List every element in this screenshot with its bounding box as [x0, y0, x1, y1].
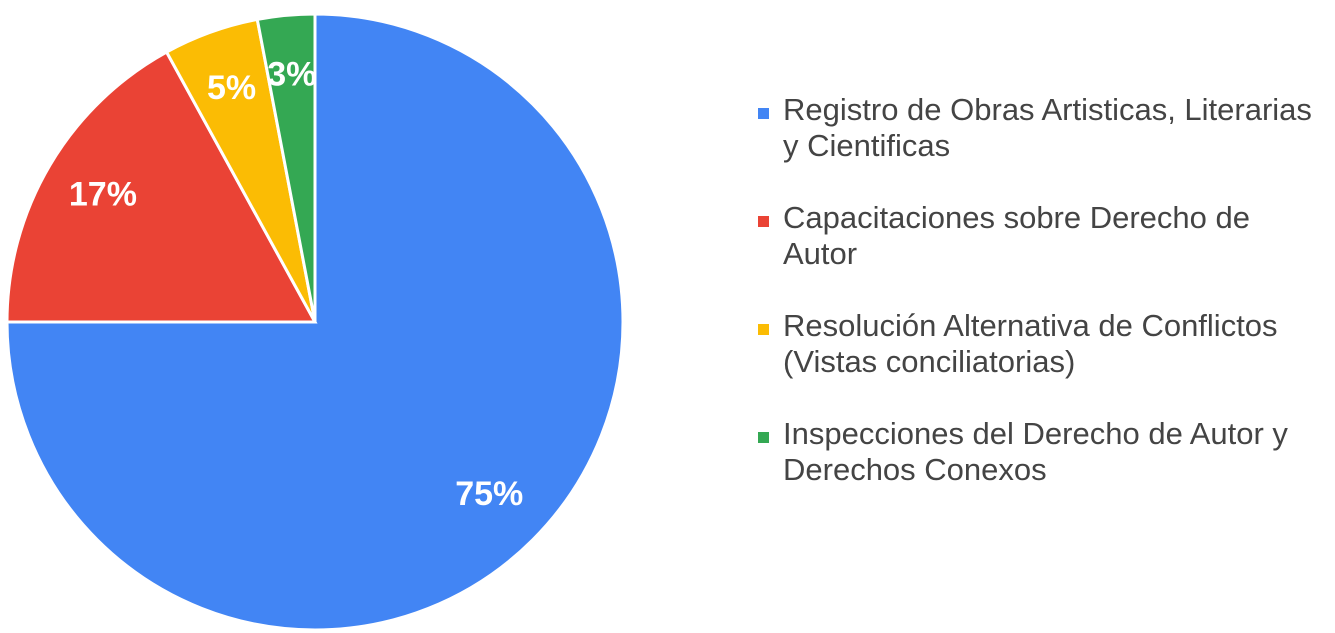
pie-slice [5, 50, 318, 324]
legend-item: Resolución Alternativa de Conflictos (Vi… [758, 308, 1328, 380]
legend: Registro de Obras Artisticas, Literarias… [758, 92, 1328, 524]
legend-item: Inspecciones del Derecho de Autor y Dere… [758, 416, 1328, 488]
data-label: 5% [207, 69, 256, 107]
legend-label: Resolución Alternativa de Conflictos (Vi… [783, 308, 1278, 379]
data-label: 17% [69, 176, 137, 214]
data-label: 75% [455, 475, 523, 513]
legend-swatch [758, 216, 769, 227]
pie-slice [255, 12, 317, 323]
pie-chart: 75% 17% 5% 3% [5, 12, 625, 632]
legend-swatch [758, 108, 769, 119]
legend-label: Registro de Obras Artisticas, Literarias… [783, 92, 1312, 163]
legend-label: Capacitaciones sobre Derecho de Autor [783, 200, 1250, 271]
legend-item: Capacitaciones sobre Derecho de Autor [758, 200, 1328, 272]
legend-label: Inspecciones del Derecho de Autor y Dere… [783, 416, 1288, 487]
data-label: 3% [267, 56, 316, 94]
legend-item: Registro de Obras Artisticas, Literarias… [758, 92, 1328, 164]
legend-swatch [758, 324, 769, 335]
legend-swatch [758, 432, 769, 443]
pie-slice [5, 12, 625, 632]
